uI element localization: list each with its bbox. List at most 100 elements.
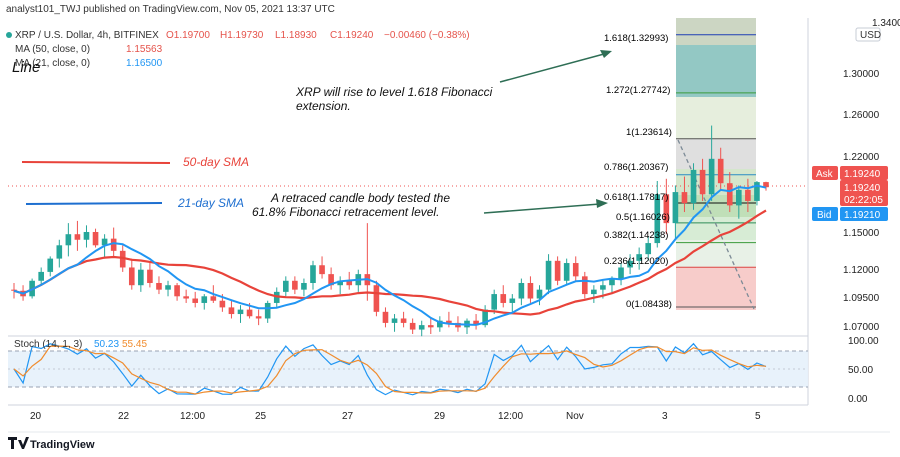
currency-badge-box [855,27,881,42]
candle [636,247,642,270]
time-tick-9: 5 [755,411,761,422]
rise-arrow [499,50,612,83]
price-tick-6: 1.07000 [843,322,880,333]
bid-price: 1.19210 [844,210,881,221]
price-tick-5: 1.09500 [843,293,880,304]
candle [446,311,452,328]
sma21-annotation: 21-day SMA [177,196,244,210]
time-axis[interactable]: 20 22 12:00 25 27 29 12:00 Nov 3 5 [30,411,761,422]
candle [690,163,697,210]
candle [618,263,624,286]
candle [165,280,171,297]
candle [282,276,289,297]
candle [745,178,751,213]
ohlc-open: O1.19700 [166,30,210,41]
candle [301,278,307,297]
candle [47,256,54,277]
fib-label-0236: 0.236(1.12020) [604,256,668,267]
candle [482,305,488,328]
candle [518,278,525,306]
ask-price: 1.19240 [844,169,881,180]
candle [56,239,63,268]
time-tick-5: 29 [434,411,446,422]
line-label: Line [12,59,40,76]
ma50-label: MA (50, close, 0) [15,44,90,55]
candle [545,254,552,295]
candle [74,220,81,251]
price-tick-1: 1.26000 [843,110,880,121]
stoch-tick-100: 100.00 [848,336,879,347]
candle [92,228,99,248]
candle [717,147,724,190]
fibonacci-levels [676,34,756,308]
brand-label: TradingView [30,439,95,451]
ohlc-high: H1.19730 [220,30,264,41]
time-tick-8: 3 [662,411,668,422]
tradingview-logo[interactable]: TradingView [8,437,95,451]
fibonacci-zones [676,18,756,310]
time-tick-7: Nov [566,411,584,422]
candle [11,282,17,299]
time-tick-2: 12:00 [180,411,205,422]
fibonacci-labels: 1.618(1.32993) 1.272(1.27742) 1(1.23614)… [604,33,672,310]
candle [38,267,44,286]
rise-annotation-line1: XRP will rise to level 1.618 Fibonacci [295,85,493,99]
candle [156,276,162,295]
fib-label-0382: 0.382(1.14238) [604,230,668,241]
candles-layer [11,125,769,337]
ohlc-low: L1.18930 [275,30,317,41]
candle [491,289,498,315]
candle [128,258,135,290]
stoch-axis[interactable]: 100.00 50.00 0.00 [848,336,879,405]
svg-text:Bid: Bid [817,210,831,221]
price-axis[interactable]: 1.34000 USD 1.30000 1.26000 1.22000 1.15… [843,18,900,333]
fib-label-1: 1(1.23614) [626,127,672,138]
candle [699,158,706,201]
time-tick-3: 25 [255,411,267,422]
candle [645,236,652,261]
ma50-value: 1.15563 [126,44,163,55]
price-tick-2: 1.22000 [843,152,880,163]
candle [536,285,543,306]
sma50-line [13,209,767,316]
candle [391,314,398,332]
published-header: analyst101_TWJ published on TradingView.… [6,4,335,15]
candle [500,285,507,308]
candle [763,181,769,191]
price-tick-3: 1.15000 [843,228,880,239]
sma50-legend-line [21,161,171,164]
candle [65,223,72,257]
bid-tag: Bid 1.19210 [812,207,888,221]
fib-label-1618: 1.618(1.32993) [604,33,668,44]
fib-trend-line [677,139,755,310]
candle [663,178,670,235]
candle [328,267,334,290]
retrace-annotation-line2: 61.8% Fibonacci retracement level. [252,205,439,219]
candle [237,305,244,323]
ma21-value: 1.16500 [126,58,163,69]
fib-label-05: 0.5(1.16026) [616,212,670,223]
rise-annotation-line2: extension. [296,99,351,113]
ask-tag: Ask 1.19240 [812,166,888,180]
symbol-label: XRP / U.S. Dollar, 4h, BITFINEX [15,30,159,41]
candle [110,227,117,257]
candle [554,256,561,286]
sma21-line [13,184,767,326]
price-tick-0: 1.30000 [843,69,880,80]
candle [437,316,443,332]
candle [174,282,180,301]
time-tick-0: 20 [30,411,42,422]
stoch-tick-0: 0.00 [848,394,868,405]
candle [708,125,715,201]
svg-text:Ask: Ask [816,169,834,180]
candle [138,263,144,292]
stoch-tick-50: 50.00 [848,365,873,376]
retrace-arrow [483,199,608,214]
stoch-d-value: 55.45 [122,339,147,350]
price-tick-top: 1.34000 [872,18,900,29]
candle [527,276,534,303]
fib-label-0786: 0.786(1.20367) [604,162,668,173]
candle [736,185,742,219]
candle [319,256,325,279]
